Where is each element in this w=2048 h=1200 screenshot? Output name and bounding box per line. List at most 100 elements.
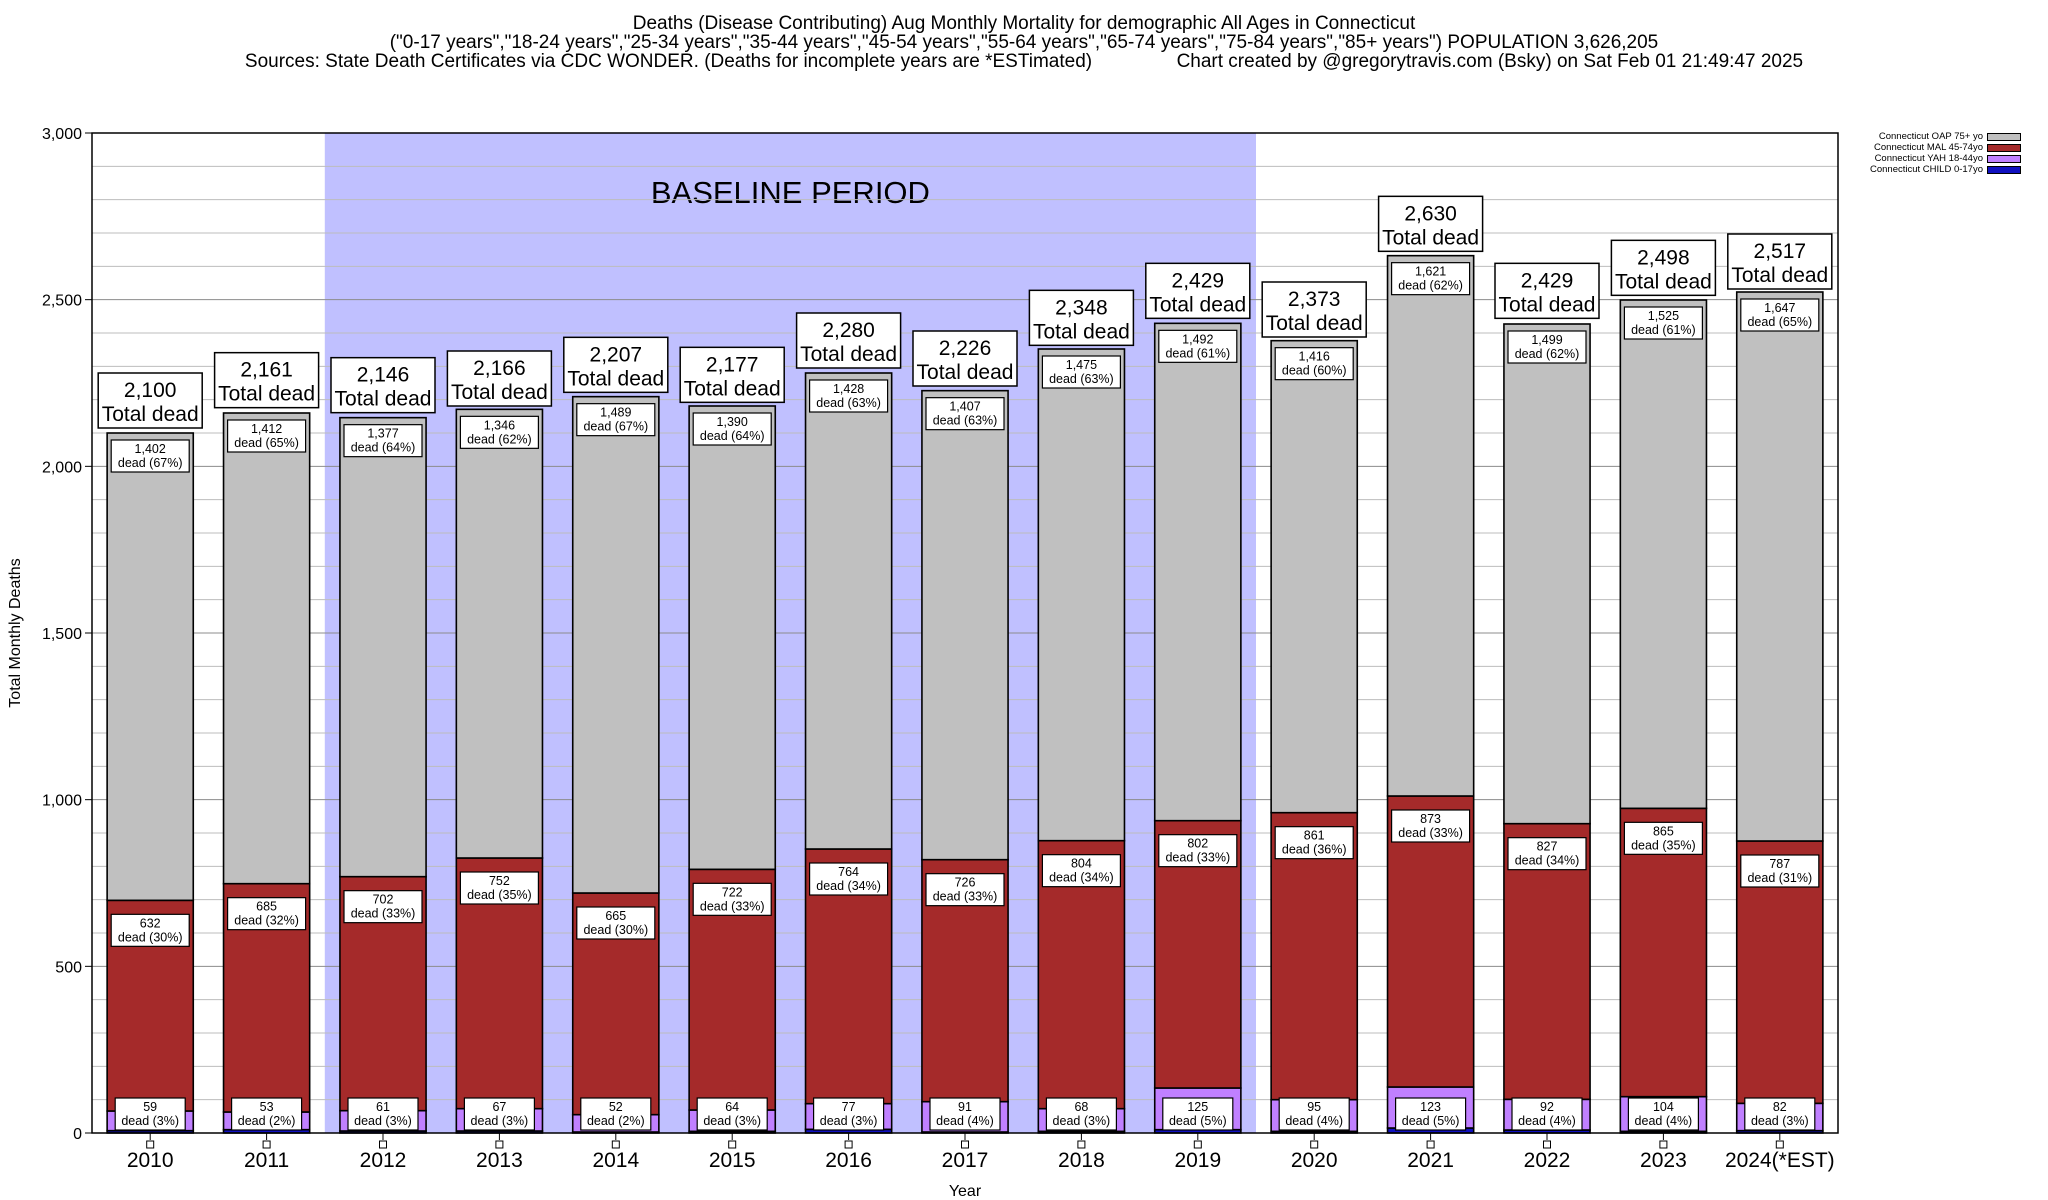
mal-label-value: 861 [1304, 829, 1325, 843]
mal-label-box [808, 862, 889, 896]
credit-text: Chart created by @gregorytravis.com (Bsk… [1176, 51, 1804, 72]
mal-label-percent: dead (35%) [467, 888, 532, 902]
legend-item-mal: Connecticut MAL 45-74yo [1870, 142, 2021, 153]
oap-label-value: 1,525 [1648, 309, 1679, 323]
y-tick-label: 1,000 [42, 793, 82, 810]
child-marker [262, 1140, 271, 1149]
bar-segment-oap [571, 395, 660, 894]
mal-label-percent: dead (33%) [351, 907, 416, 921]
total-dead-label: Total dead [451, 381, 548, 404]
mal-label-percent: dead (33%) [1398, 826, 1463, 840]
oap-label-box [692, 412, 772, 446]
mal-label-value: 665 [605, 909, 626, 923]
oap-label-box [925, 397, 1005, 431]
total-label-box [1610, 239, 1717, 297]
yah-label-box [929, 1097, 1001, 1131]
child-marker [495, 1140, 504, 1149]
bar-segment-oap [222, 412, 311, 885]
yah-label-value: 59 [143, 1100, 157, 1114]
mal-label-value: 722 [722, 885, 743, 899]
total-value-label: 2,161 [240, 359, 293, 382]
total-value-label: 2,100 [124, 379, 177, 402]
total-label-box [1145, 262, 1251, 320]
chart-title: Deaths (Disease Contributing) Aug Monthl… [632, 13, 1416, 34]
mal-label-box [459, 871, 539, 905]
oap-label-box [1041, 355, 1122, 389]
total-dead-label: Total dead [1499, 293, 1596, 316]
legend-item-child: Connecticut CHILD 0-17yo [1870, 164, 2021, 175]
mal-label-box [1041, 854, 1122, 888]
oap-label-value: 1,499 [1531, 333, 1562, 347]
x-tick-label: 2024(*EST) [1725, 1149, 1835, 1172]
yah-label-percent: dead (2%) [238, 1114, 296, 1128]
oap-label-percent: dead (67%) [118, 456, 183, 470]
oap-label-box [1390, 262, 1471, 296]
yah-label-value: 104 [1653, 1100, 1674, 1114]
total-label-box [97, 372, 203, 429]
total-label-box [1261, 281, 1367, 338]
x-tick-label: 2016 [825, 1149, 872, 1172]
total-label-box [1494, 262, 1600, 320]
oap-label-value: 1,621 [1415, 265, 1446, 279]
legend-label: Connecticut YAH 18-44yo [1874, 153, 1983, 164]
oap-label-value: 1,402 [135, 442, 166, 456]
bar-segment-oap [1270, 339, 1359, 814]
total-label-box [1727, 233, 1833, 290]
yah-label-box [1045, 1097, 1118, 1131]
total-dead-label: Total dead [684, 377, 781, 400]
mal-label-percent: dead (35%) [1631, 838, 1696, 852]
x-tick-label: 2011 [244, 1149, 289, 1172]
mal-label-percent: dead (33%) [1165, 851, 1230, 865]
mal-label-value: 702 [373, 893, 394, 907]
yah-label-value: 68 [1074, 1100, 1088, 1114]
mal-label-value: 787 [1769, 857, 1790, 871]
child-marker [146, 1140, 155, 1149]
bar-segment-oap [1153, 322, 1242, 822]
oap-label-percent: dead (62%) [1515, 347, 1580, 361]
yah-label-percent: dead (4%) [936, 1114, 994, 1128]
x-tick-label: 2020 [1291, 1149, 1338, 1172]
legend-swatch [1987, 165, 2021, 174]
y-tick-label: 3,000 [42, 126, 82, 143]
mal-label-percent: dead (34%) [816, 879, 881, 893]
oap-label-value: 1,489 [600, 406, 631, 420]
legend-swatch [1987, 154, 2021, 163]
y-tick-label: 2,000 [42, 459, 82, 476]
child-marker [1659, 1140, 1668, 1149]
mal-label-box [1740, 854, 1820, 888]
yah-label-value: 92 [1540, 1100, 1554, 1114]
oap-label-percent: dead (63%) [933, 414, 998, 428]
oap-label-box [1158, 329, 1238, 363]
bar-segment-oap [804, 372, 893, 850]
mal-label-percent: dead (31%) [1747, 871, 1812, 885]
total-label-box [679, 346, 785, 404]
x-tick-label: 2018 [1058, 1149, 1105, 1172]
oap-label-box [227, 419, 307, 453]
child-marker [1193, 1140, 1202, 1149]
yah-label-percent: dead (3%) [354, 1114, 412, 1128]
bar-segment-mal [1270, 811, 1359, 1101]
child-marker [844, 1140, 853, 1149]
total-dead-label: Total dead [335, 388, 432, 411]
legend-item-oap: Connecticut OAP 75+ yo [1870, 131, 2021, 142]
yah-label-box [347, 1097, 419, 1131]
yah-label-value: 77 [842, 1100, 856, 1114]
mal-label-value: 726 [955, 876, 976, 890]
bar-segment-oap [339, 416, 427, 878]
x-tick-label: 2010 [127, 1149, 174, 1172]
child-marker [611, 1140, 620, 1149]
yah-label-box [1511, 1097, 1583, 1131]
bar-segment-oap [1503, 323, 1591, 825]
oap-label-value: 1,428 [833, 382, 864, 396]
yah-label-box [114, 1097, 186, 1131]
mal-label-box [1158, 834, 1238, 868]
chart-subtitle: ("0-17 years","18-24 years","25-34 years… [389, 32, 1659, 53]
bar-segment-oap [1386, 254, 1475, 797]
total-dead-label: Total dead [1382, 226, 1479, 249]
oap-label-box [1740, 298, 1820, 332]
x-tick-label: 2017 [942, 1149, 989, 1172]
total-label-box [213, 351, 320, 409]
x-tick-label: 2013 [476, 1149, 523, 1172]
legend-label: Connecticut CHILD 0-17yo [1870, 164, 1983, 175]
bar-segment-oap [921, 389, 1009, 861]
